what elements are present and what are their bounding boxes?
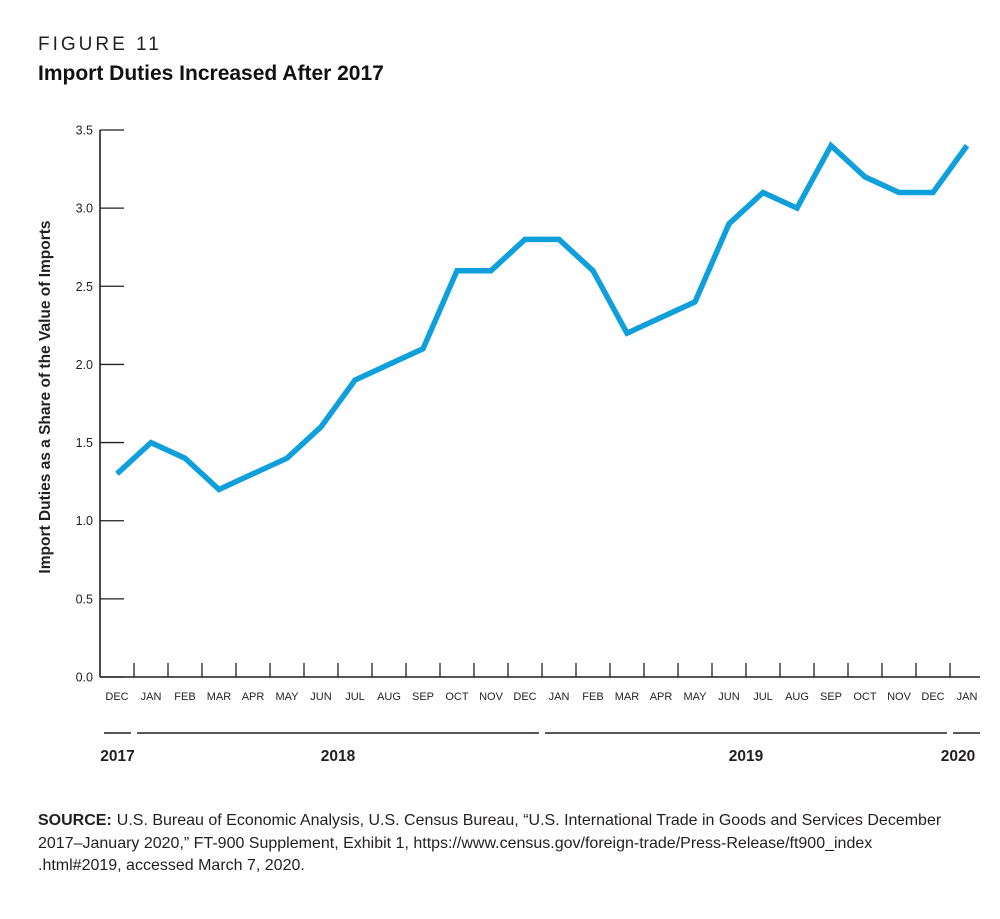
month-label: AUG xyxy=(377,691,401,703)
month-label: MAY xyxy=(683,691,707,703)
month-label: JUL xyxy=(345,691,365,703)
month-label: APR xyxy=(242,691,265,703)
month-label: MAR xyxy=(207,691,232,703)
source-line: .html#2019, accessed March 7, 2020. xyxy=(38,857,305,875)
y-tick-label: 0.0 xyxy=(76,671,93,685)
year-label: 2020 xyxy=(941,748,975,765)
month-label: MAR xyxy=(615,691,640,703)
month-label: SEP xyxy=(820,691,842,703)
month-label: NOV xyxy=(887,691,912,703)
month-label: DEC xyxy=(921,691,944,703)
source-line: 2017–January 2020,” FT-900 Supplement, E… xyxy=(38,834,873,852)
month-label: JAN xyxy=(957,691,978,703)
y-tick-label: 2.0 xyxy=(76,358,93,372)
y-tick-label: 0.5 xyxy=(76,592,93,606)
year-label: 2018 xyxy=(321,748,356,765)
y-tick-label: 3.5 xyxy=(76,124,93,138)
y-tick-label: 1.5 xyxy=(76,436,93,450)
year-label: 2019 xyxy=(729,748,764,765)
month-label: DEC xyxy=(105,691,128,703)
y-tick-label: 3.0 xyxy=(76,202,93,216)
month-label: APR xyxy=(650,691,673,703)
y-tick-label: 1.0 xyxy=(76,514,93,528)
month-label: SEP xyxy=(412,691,434,703)
month-label: JUN xyxy=(718,691,739,703)
month-label: NOV xyxy=(479,691,504,703)
month-label: JUL xyxy=(753,691,773,703)
month-label: MAY xyxy=(275,691,299,703)
y-tick-label: 2.5 xyxy=(76,280,93,294)
source-line: SOURCE: U.S. Bureau of Economic Analysis,… xyxy=(38,810,973,833)
source-text: U.S. Bureau of Economic Analysis, U.S. C… xyxy=(116,812,942,829)
source-label: SOURCE: xyxy=(38,812,112,829)
month-label: JAN xyxy=(141,691,162,703)
month-label: OCT xyxy=(853,691,877,703)
figure-title: Import Duties Increased After 2017 xyxy=(38,62,384,85)
figure-number-label: FIGURE 11 xyxy=(38,34,162,55)
source-note: SOURCE: U.S. Bureau of Economic Analysis,… xyxy=(38,810,973,878)
year-label: 2017 xyxy=(100,748,134,765)
data-line xyxy=(115,141,970,493)
month-label: AUG xyxy=(785,691,809,703)
month-label: DEC xyxy=(513,691,536,703)
month-label: FEB xyxy=(174,691,195,703)
month-label: FEB xyxy=(582,691,603,703)
month-label: JAN xyxy=(549,691,570,703)
month-label: OCT xyxy=(445,691,469,703)
month-label: JUN xyxy=(310,691,331,703)
